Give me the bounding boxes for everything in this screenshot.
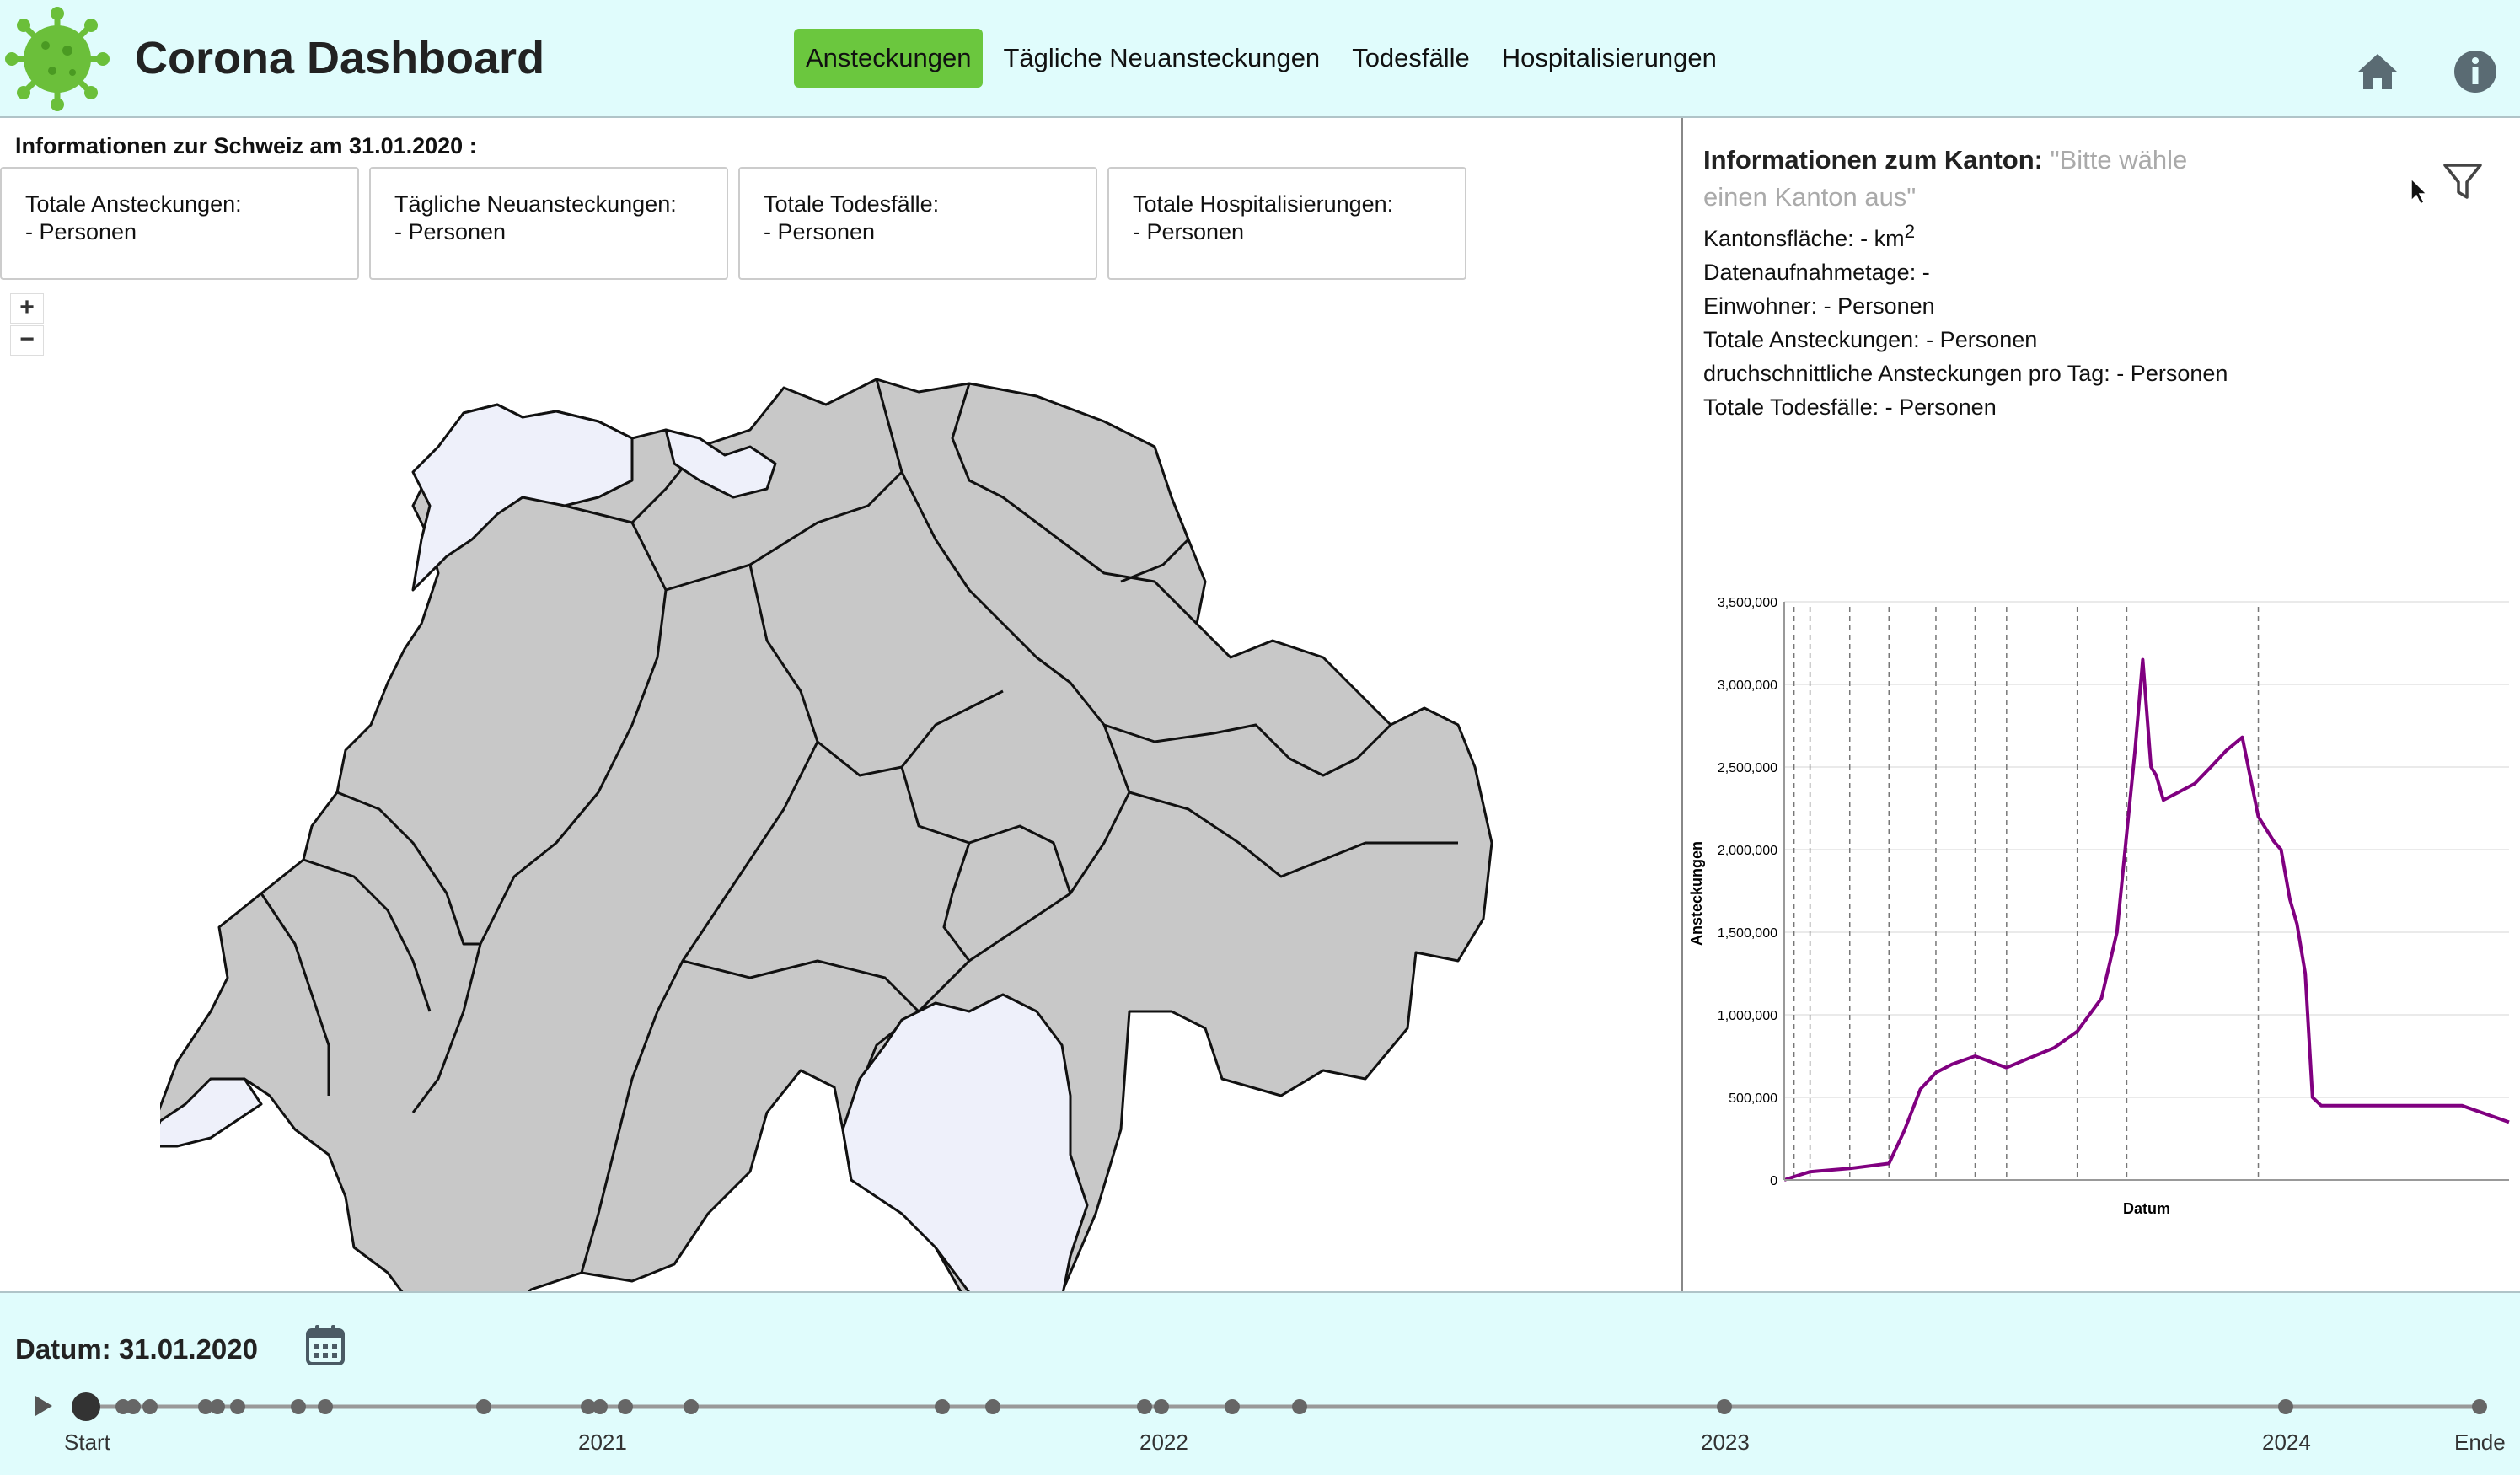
header-bar: Corona Dashboard Ansteckungen Tägliche N… xyxy=(0,0,2520,118)
kanton-heading-label: Informationen zum Kanton: xyxy=(1703,145,2043,174)
stat-value: - Personen xyxy=(394,219,507,244)
chart-x-label: Datum xyxy=(2123,1200,2170,1217)
panel-divider xyxy=(1681,118,1683,1291)
timeline-markers xyxy=(115,1399,2487,1414)
infections-chart: 0 500,000 1,000,000 1,500,000 2,000,000 2,500… xyxy=(1688,596,2510,1217)
chart-y-tick-label: 3,000,000 xyxy=(1718,678,1777,693)
virus-logo-icon xyxy=(5,7,110,111)
chart-y-tick-label: 1,500,000 xyxy=(1718,926,1777,941)
timeline-marker[interactable] xyxy=(126,1399,141,1414)
timeline-slider[interactable] xyxy=(0,1377,2520,1436)
stat-label: Totale Ansteckungen: xyxy=(25,191,242,217)
chart-y-tick-label: 500,000 xyxy=(1729,1092,1777,1106)
timeline-tick-2024: 2024 xyxy=(2262,1429,2311,1455)
timeline-marker[interactable] xyxy=(1154,1399,1169,1414)
tab-hospitalisierungen[interactable]: Hospitalisierungen xyxy=(1501,43,1717,72)
stat-label: Totale Todesfälle: xyxy=(764,191,940,217)
timeline-marker[interactable] xyxy=(291,1399,306,1414)
switzerland-map[interactable] xyxy=(160,371,1525,1365)
tab-taegliche-neuansteckungen[interactable]: Tägliche Neuansteckungen xyxy=(1003,43,1321,72)
timeline-handle[interactable] xyxy=(72,1392,100,1421)
canton-shape[interactable] xyxy=(160,1077,263,1148)
timeline-tick-2022: 2022 xyxy=(1139,1429,1188,1455)
timeline-marker[interactable] xyxy=(618,1399,633,1414)
timeline-marker[interactable] xyxy=(2278,1399,2293,1414)
chart-series-line xyxy=(1783,657,2510,1182)
kanton-area-unit-sup: 2 xyxy=(1904,221,1916,242)
kanton-panel: Informationen zum Kanton: "Bitte wähle e… xyxy=(1683,118,2520,1291)
timeline-marker[interactable] xyxy=(985,1399,1000,1414)
stat-box-daily-infections: Tägliche Neuansteckungen: - Personen xyxy=(369,167,728,280)
timeline-tick-start: Start xyxy=(64,1429,110,1455)
stat-box-total-infections: Totale Ansteckungen: - Personen xyxy=(0,167,359,280)
zoom-in-button[interactable]: + xyxy=(10,293,44,324)
timeline-marker[interactable] xyxy=(1292,1399,1307,1414)
timeline-marker[interactable] xyxy=(581,1399,596,1414)
stat-value: - Personen xyxy=(25,219,137,244)
canton-shape[interactable] xyxy=(411,403,634,592)
stat-value: - Personen xyxy=(1133,219,1245,244)
kanton-hint: "Bitte wähle einen Kanton aus" xyxy=(1703,145,2188,212)
timeline-tick-2021: 2021 xyxy=(578,1429,627,1455)
timeline-marker[interactable] xyxy=(318,1399,333,1414)
current-date-label: Datum: 31.01.2020 xyxy=(15,1333,258,1365)
mouse-cursor-icon xyxy=(2410,177,2428,206)
switzerland-panel: Informationen zur Schweiz am 31.01.2020 … xyxy=(0,118,1681,1350)
chart-event-lines xyxy=(1793,607,2260,1180)
timeline-marker[interactable] xyxy=(684,1399,699,1414)
chart-y-axis: 0 500,000 1,000,000 1,500,000 2,000,000 2,500… xyxy=(1718,596,1777,1188)
kanton-population: Einwohner: - Personen xyxy=(1703,293,1935,319)
canton-shape[interactable] xyxy=(664,428,777,499)
timeline-marker[interactable] xyxy=(210,1399,225,1414)
zoom-out-button[interactable]: − xyxy=(10,325,44,356)
timeline-marker[interactable] xyxy=(592,1399,608,1414)
kanton-avg-infections: druchschnittliche Ansteckungen pro Tag: … xyxy=(1703,361,2228,386)
info-icon[interactable] xyxy=(2453,49,2498,94)
stat-label: Tägliche Neuansteckungen: xyxy=(394,191,677,217)
play-icon[interactable] xyxy=(34,1394,54,1418)
timeline-bar: Datum: 31.01.2020 xyxy=(0,1291,2520,1475)
kanton-total-infections: Totale Ansteckungen: - Personen xyxy=(1703,327,2038,352)
timeline-marker[interactable] xyxy=(198,1399,213,1414)
timeline-marker[interactable] xyxy=(1137,1399,1152,1414)
tab-todesfaelle[interactable]: Todesfälle xyxy=(1352,43,1470,72)
canton-shape[interactable] xyxy=(160,378,1493,1350)
calendar-icon[interactable] xyxy=(305,1323,346,1367)
timeline-tick-end: Ende xyxy=(2454,1429,2506,1455)
stat-box-total-deaths: Totale Todesfälle: - Personen xyxy=(738,167,1097,280)
kanton-area: Kantonsfläche: - km2 xyxy=(1703,221,1915,252)
stat-value: - Personen xyxy=(764,219,876,244)
timeline-marker[interactable] xyxy=(230,1399,245,1414)
kanton-heading: Informationen zum Kanton: "Bitte wähle e… xyxy=(1703,142,2243,216)
kanton-total-deaths: Totale Todesfälle: - Personen xyxy=(1703,394,1997,420)
main-nav: Ansteckungen Tägliche Neuansteckungen To… xyxy=(794,29,1737,88)
chart-y-tick-label: 2,000,000 xyxy=(1718,844,1777,858)
switzerland-info-title: Informationen zur Schweiz am 31.01.2020 … xyxy=(15,133,477,158)
stat-box-total-hospitalizations: Totale Hospitalisierungen: - Personen xyxy=(1107,167,1466,280)
timeline-tick-2023: 2023 xyxy=(1701,1429,1750,1455)
tab-ansteckungen[interactable]: Ansteckungen xyxy=(794,29,984,88)
stat-label: Totale Hospitalisierungen: xyxy=(1133,191,1394,217)
home-icon[interactable] xyxy=(2355,49,2400,94)
chart-series xyxy=(1783,657,2510,1182)
timeline-marker[interactable] xyxy=(142,1399,158,1414)
timeline-marker[interactable] xyxy=(1717,1399,1732,1414)
timeline-marker[interactable] xyxy=(2472,1399,2487,1414)
chart-y-tick-label: 1,000,000 xyxy=(1718,1009,1777,1023)
kanton-area-label: Kantonsfläche: - km xyxy=(1703,226,1905,251)
app-title: Corona Dashboard xyxy=(135,33,545,83)
chart-y-tick-label: 0 xyxy=(1770,1174,1777,1188)
timeline-marker[interactable] xyxy=(476,1399,491,1414)
chart-y-tick-label: 2,500,000 xyxy=(1718,761,1777,775)
filter-icon[interactable] xyxy=(2442,160,2484,202)
timeline-marker[interactable] xyxy=(935,1399,950,1414)
timeline-marker[interactable] xyxy=(1225,1399,1240,1414)
chart-y-label: Ansteckungen xyxy=(1688,841,1705,946)
chart-y-tick-label: 3,500,000 xyxy=(1718,596,1777,610)
kanton-days: Datenaufnahmetage: - xyxy=(1703,260,1930,285)
